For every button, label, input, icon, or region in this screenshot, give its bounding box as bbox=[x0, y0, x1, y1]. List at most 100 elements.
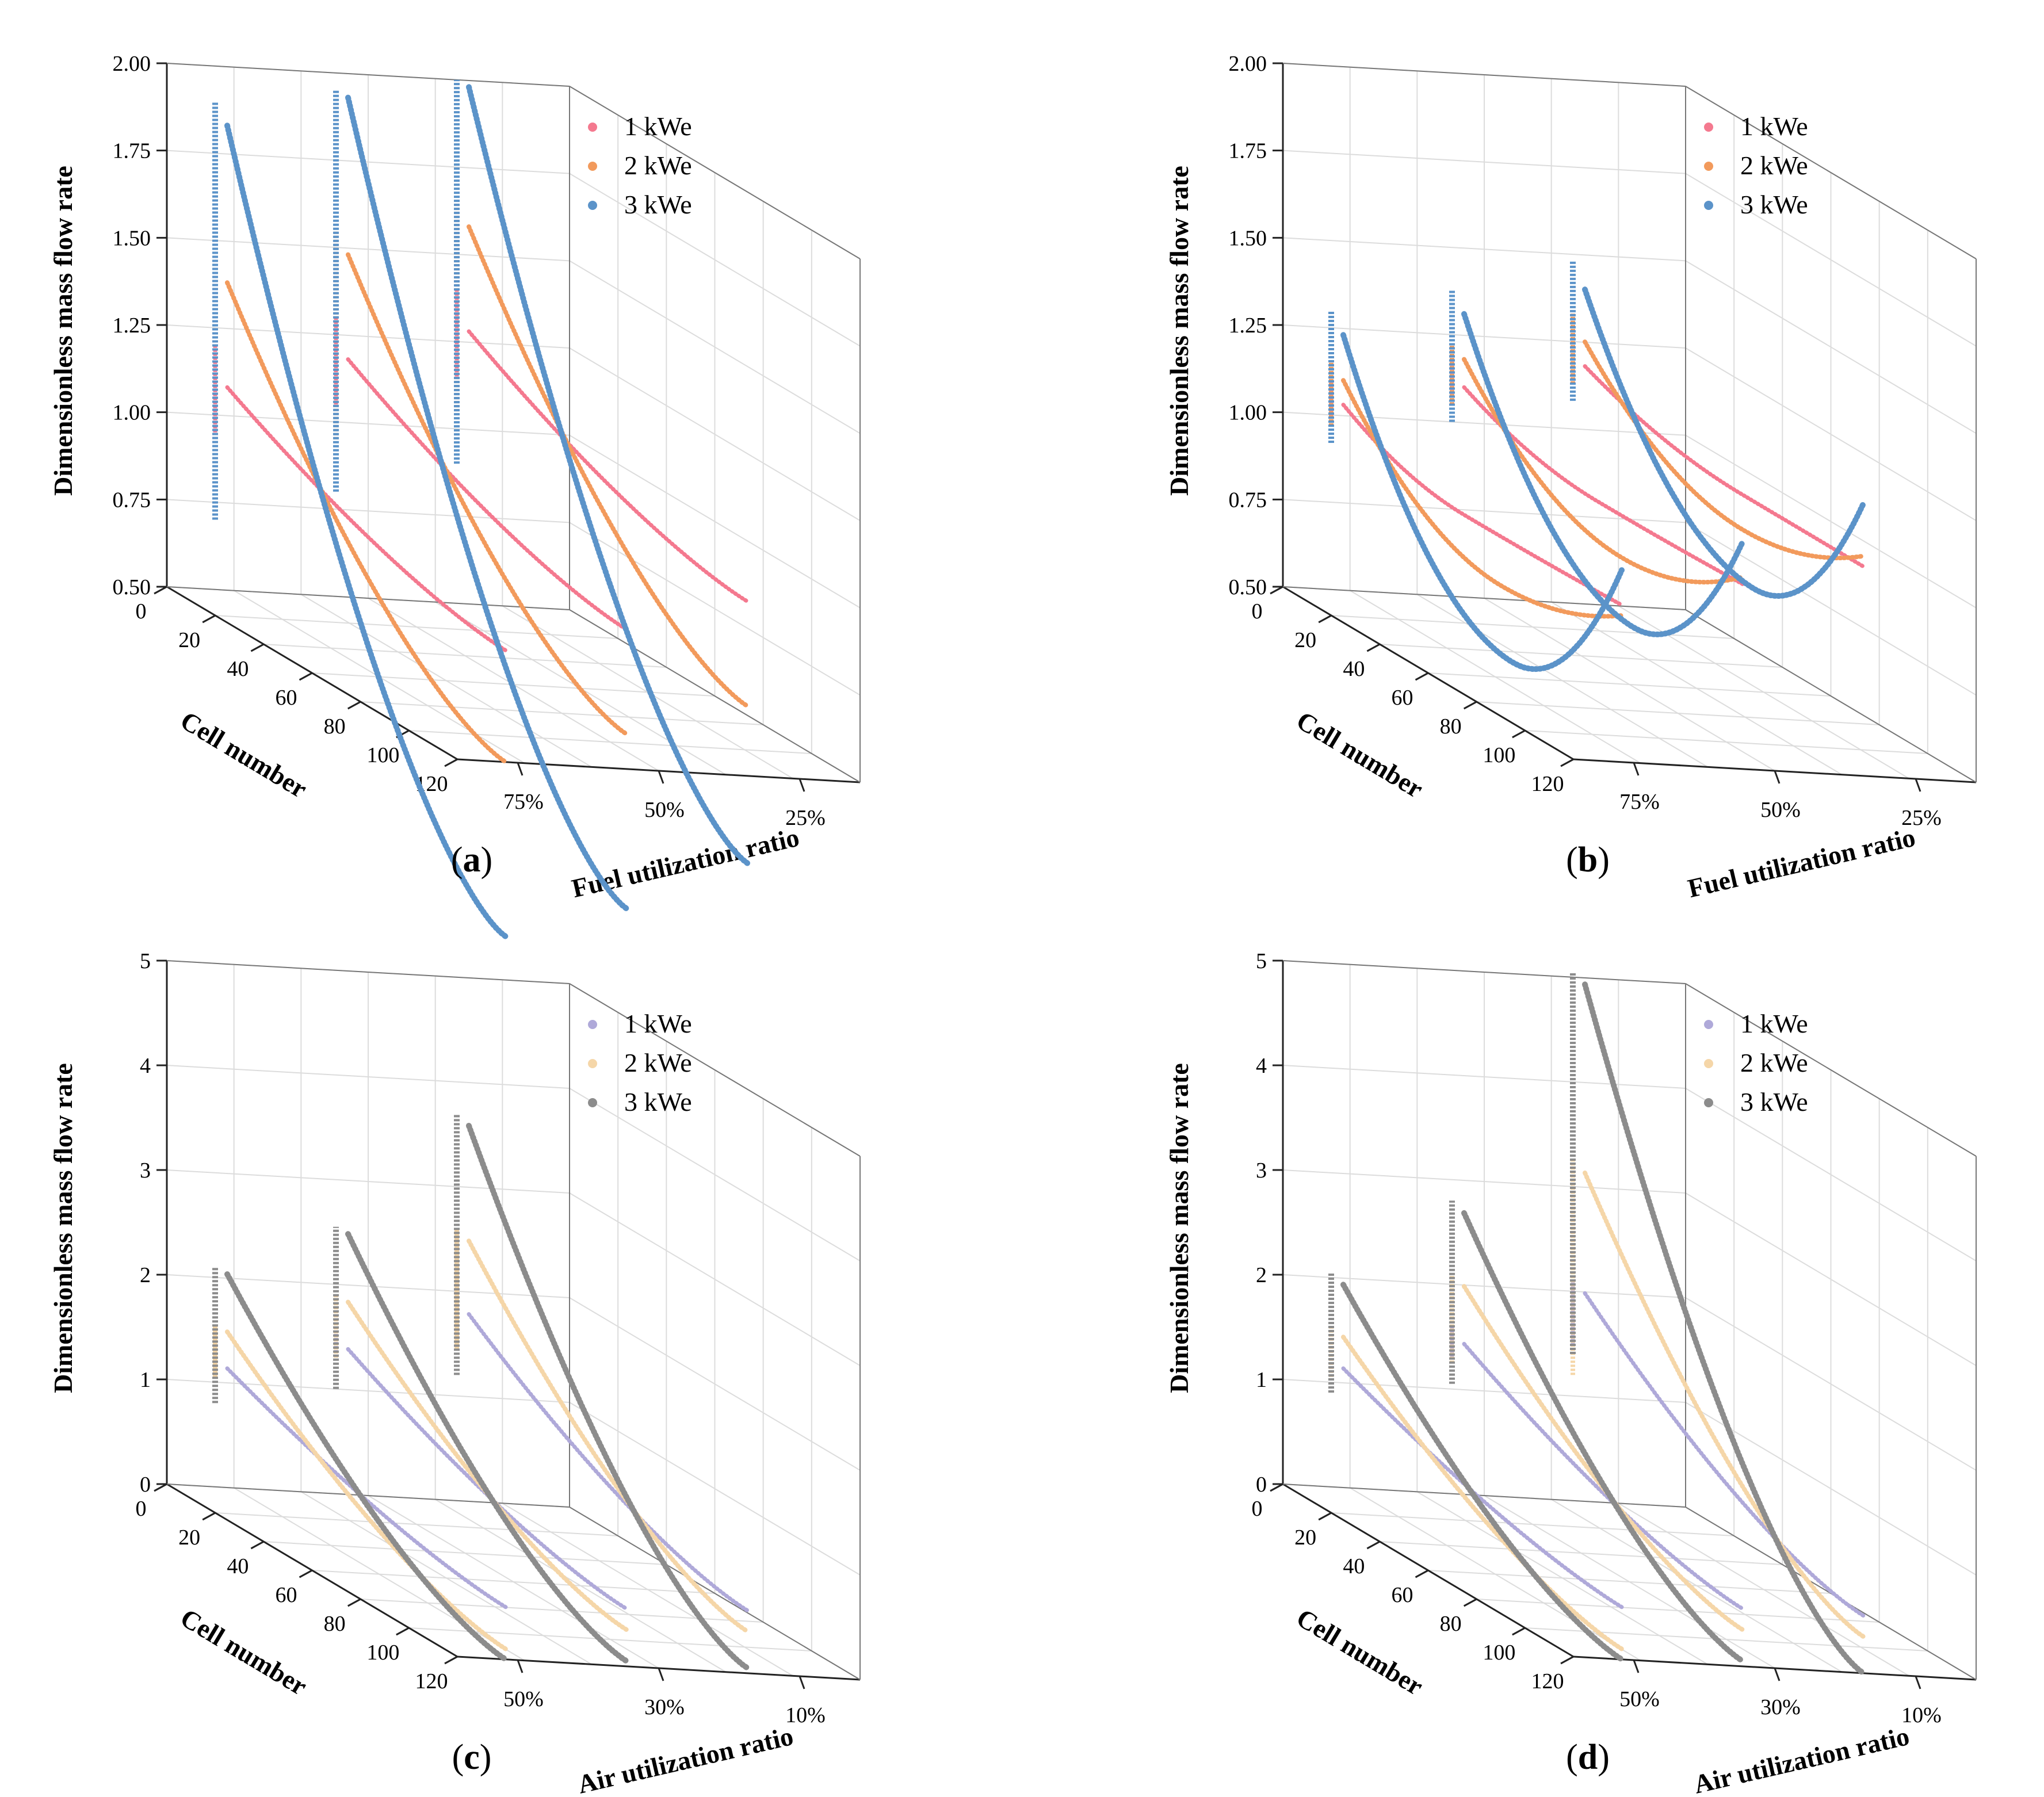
z-axis-title: Dimensionless mass flow rate bbox=[48, 1063, 78, 1393]
cell-tick-mark bbox=[347, 1598, 361, 1607]
ratio-axis-title: Air utilization ratio bbox=[575, 1721, 796, 1797]
cell-tick-mark bbox=[444, 758, 458, 767]
cell-tick-label: 120 bbox=[1531, 772, 1564, 796]
gridline bbox=[166, 150, 861, 347]
ratio-tick-label: 30% bbox=[644, 1695, 685, 1719]
gridline bbox=[1282, 324, 1977, 521]
legend-marker bbox=[1704, 1098, 1713, 1107]
gridline bbox=[166, 499, 861, 696]
caption-paren-close: ) bbox=[1598, 840, 1610, 880]
z-tick-label: 3 bbox=[1256, 1159, 1267, 1183]
cell-tick-label: 60 bbox=[1392, 686, 1413, 710]
box-edge bbox=[166, 960, 570, 984]
caption-letter: d bbox=[1578, 1738, 1598, 1777]
cell-tick-label: 100 bbox=[366, 743, 399, 767]
ratio-tick-label: 75% bbox=[1619, 790, 1660, 814]
series-line-1kWe-10 bbox=[467, 1312, 750, 1613]
caption-paren-close: ) bbox=[480, 1738, 492, 1777]
caption-paren-open: ( bbox=[452, 1738, 464, 1777]
z-tick-label: 1.75 bbox=[113, 139, 151, 163]
ratio-tick-label: 10% bbox=[785, 1703, 826, 1727]
cell-tick-mark bbox=[1512, 1627, 1526, 1636]
caption-paren-open: ( bbox=[451, 840, 463, 880]
cell-tick-mark bbox=[396, 1627, 410, 1636]
legend: 1 kWe 2 kWe 3 kWe bbox=[588, 112, 692, 219]
ratio-tick-mark bbox=[1774, 1668, 1781, 1681]
z-tick-label: 1.25 bbox=[1229, 313, 1267, 338]
gridline bbox=[1282, 960, 1977, 1157]
gridline bbox=[166, 324, 861, 521]
gridline bbox=[1484, 598, 1775, 771]
gridline bbox=[1282, 150, 1977, 347]
z-tick-label: 1.25 bbox=[113, 313, 151, 338]
chart-panel-a: 0.50 0.75 1.00 1.25 1.50 1.75 2.00 0 20 40 60 80 100… bbox=[48, 52, 861, 940]
series-line-1kWe-50 bbox=[225, 1366, 508, 1609]
legend: 1 kWe 2 kWe 3 kWe bbox=[1704, 1009, 1808, 1117]
cell-tick-mark bbox=[1318, 1512, 1332, 1521]
legend-label-3: 3 kWe bbox=[1740, 1087, 1808, 1117]
gridline bbox=[1551, 1498, 1843, 1673]
series-line-3kWe-50 bbox=[1340, 1282, 1625, 1662]
cell-tick-mark bbox=[154, 586, 167, 595]
series-line-1kWe-50 bbox=[346, 357, 629, 632]
legend-label-2: 2 kWe bbox=[624, 1048, 692, 1077]
ratio-tick-label: 30% bbox=[1760, 1695, 1801, 1719]
z-axis-title: Dimensionless mass flow rate bbox=[48, 166, 78, 496]
legend-label-3: 3 kWe bbox=[624, 190, 692, 219]
gridline bbox=[1551, 601, 1843, 775]
series-group bbox=[212, 79, 750, 940]
ratio-tick-label: 75% bbox=[503, 790, 544, 814]
gridline bbox=[1484, 1495, 1775, 1669]
cell-tick-mark bbox=[1270, 586, 1283, 595]
z-tick-label: 3 bbox=[140, 1159, 151, 1183]
legend-label-1: 1 kWe bbox=[1740, 1009, 1808, 1038]
cell-tick-mark bbox=[1415, 672, 1429, 681]
ratio-tick-mark bbox=[799, 1676, 805, 1689]
gridline bbox=[166, 411, 861, 609]
cell-axis-title: Cell number bbox=[175, 705, 312, 804]
ratio-tick-label: 50% bbox=[644, 798, 685, 822]
cell-tick-label: 40 bbox=[1343, 1554, 1365, 1578]
cell-tick-mark bbox=[1366, 643, 1381, 652]
gridline bbox=[1416, 1491, 1708, 1665]
gridlines bbox=[166, 63, 861, 783]
box-edge bbox=[166, 63, 570, 87]
chart-panel-d: 0 1 2 3 4 5 0 20 40 60 80 100 120 10% 30% 50% Dimensionl… bbox=[1164, 949, 1977, 1797]
box-edge bbox=[166, 1484, 570, 1508]
box-edge bbox=[1685, 86, 1977, 259]
chart-panel-c: 0 1 2 3 4 5 0 20 40 60 80 100 120 10% 30% 50% Dimensionl… bbox=[48, 949, 861, 1797]
z-tick-label: 5 bbox=[1256, 949, 1267, 973]
cell-tick-mark bbox=[154, 1483, 167, 1492]
z-tick-label: 1.75 bbox=[1229, 139, 1267, 163]
caption-paren-open: ( bbox=[1566, 1738, 1578, 1777]
cell-tick-label: 60 bbox=[276, 686, 297, 710]
box-edge bbox=[1282, 586, 1686, 610]
legend-marker bbox=[588, 123, 597, 132]
ratio-tick-mark bbox=[658, 1668, 664, 1681]
legend-label-2: 2 kWe bbox=[1740, 151, 1808, 180]
caption-letter: a bbox=[463, 840, 481, 880]
gridline bbox=[1350, 590, 1641, 764]
caption-text: (c) bbox=[452, 1738, 492, 1777]
z-axis-title: Dimensionless mass flow rate bbox=[1164, 166, 1194, 496]
box-edge bbox=[1685, 983, 1977, 1157]
box-edge bbox=[1282, 1484, 1686, 1508]
axis-box bbox=[166, 63, 861, 783]
ratio-axis-title: Fuel utilization ratio bbox=[1685, 823, 1918, 904]
z-tick-label: 1.00 bbox=[113, 401, 151, 425]
cell-tick-label: 80 bbox=[1440, 1612, 1462, 1636]
ratio-tick-label: 50% bbox=[503, 1687, 544, 1711]
z-tick-label: 1.00 bbox=[1229, 401, 1267, 425]
ratio-tick-mark bbox=[517, 1660, 524, 1673]
ratio-tick-mark bbox=[658, 770, 664, 784]
legend-label-1: 1 kWe bbox=[624, 1009, 692, 1038]
z-tick-label: 2.00 bbox=[1229, 52, 1267, 76]
cell-tick-label: 20 bbox=[178, 1525, 200, 1550]
cell-tick-label: 0 bbox=[136, 1497, 147, 1521]
legend-marker bbox=[588, 1020, 597, 1029]
ratio-tick-mark bbox=[1915, 778, 1921, 792]
caption-paren-close: ) bbox=[481, 840, 493, 880]
gridline bbox=[1282, 411, 1977, 609]
cell-tick-label: 120 bbox=[1531, 1669, 1564, 1693]
